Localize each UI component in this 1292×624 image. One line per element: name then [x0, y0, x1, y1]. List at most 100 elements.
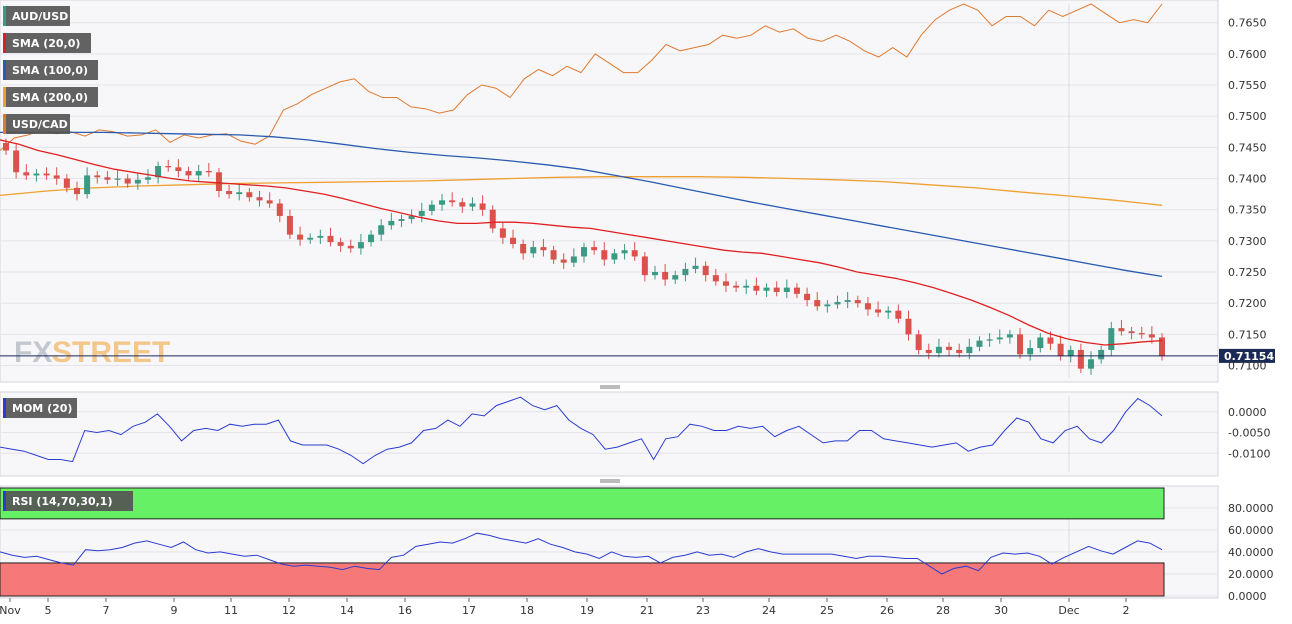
candle-body — [134, 179, 141, 184]
price-y-tick: 0.7150 — [1228, 328, 1267, 341]
candle-body — [986, 339, 993, 341]
candle-body — [743, 285, 750, 288]
svg-text:STREET: STREET — [52, 336, 170, 369]
candle-body — [175, 167, 182, 172]
usdcad-overlay-line — [0, 3, 1163, 151]
rsi-y-tick: 80.0000 — [1228, 502, 1274, 515]
momentum-panel-resize-handle[interactable] — [600, 479, 620, 483]
rsi-path — [0, 532, 1163, 575]
candle-body — [1138, 333, 1145, 335]
x-tick-label: 9 — [171, 604, 178, 617]
legend-item[interactable]: SMA (100,0) — [3, 60, 98, 80]
candle-body — [43, 173, 50, 176]
candle-body — [33, 173, 40, 176]
x-tick-label: Nov — [0, 604, 21, 617]
candle-body — [469, 203, 476, 207]
price-y-tick: 0.7550 — [1228, 79, 1267, 92]
price-panel-resize-handle[interactable] — [600, 385, 620, 389]
candle-body — [581, 247, 587, 257]
candle-body — [3, 143, 9, 151]
usdcad-path — [0, 3, 1163, 151]
candle-body — [84, 175, 91, 195]
candle-body — [398, 219, 405, 221]
candle-body — [651, 272, 658, 276]
candle-body — [966, 346, 973, 354]
candle-body — [885, 310, 892, 313]
candle-body — [591, 247, 598, 251]
candle-body — [489, 209, 496, 229]
legend-color-swatch — [3, 6, 6, 26]
candle-body — [672, 275, 679, 280]
price-y-axis: 0.7650 0.7600 0.7550 0.7500 0.7450 0.7400 0.73… — [1228, 17, 1267, 373]
x-tick-label: 30 — [994, 604, 1008, 617]
legend-bg — [3, 114, 70, 134]
candle-body — [1128, 331, 1135, 334]
candle-body — [530, 247, 537, 254]
candle-body — [428, 204, 435, 211]
legend-item[interactable]: USD/CAD — [3, 114, 70, 134]
candle-body — [1077, 349, 1084, 369]
candle-body — [155, 166, 162, 178]
candle-body — [702, 265, 709, 276]
candle-body — [1027, 348, 1034, 355]
candle-body — [266, 200, 273, 204]
candle-body — [824, 304, 831, 307]
candle-body — [1057, 343, 1064, 357]
last-price-label: 0.711545 — [1219, 348, 1282, 363]
price-y-tick: 0.7350 — [1228, 204, 1267, 217]
candle-body — [570, 256, 577, 263]
candle-body — [783, 287, 790, 292]
candle-body — [236, 192, 243, 195]
fxstreet-logo: FX STREET — [14, 336, 170, 369]
candle-body — [763, 287, 770, 291]
legend-bg — [3, 398, 77, 418]
candle-body — [915, 334, 922, 350]
legend-label: AUD/USD — [12, 10, 68, 23]
candle-body — [63, 178, 70, 188]
svg-text:FX: FX — [14, 336, 52, 369]
rsi-line — [0, 532, 1163, 575]
candle-body — [205, 171, 212, 173]
legend-color-swatch — [3, 398, 6, 418]
candle-body — [388, 220, 395, 226]
x-tick-label: 7 — [103, 604, 110, 617]
rsi-y-tick: 20.0000 — [1228, 568, 1274, 581]
candle-body — [793, 287, 800, 294]
candle-body — [104, 177, 111, 180]
x-tick-label: 28 — [936, 604, 950, 617]
candle-body — [449, 200, 456, 203]
candle-body — [327, 235, 334, 243]
candle-body — [256, 197, 263, 201]
price-y-tick: 0.7400 — [1228, 173, 1267, 186]
legend-label: SMA (200,0) — [12, 91, 88, 104]
candle-body — [1118, 328, 1125, 332]
price-y-tick: 0.7200 — [1228, 297, 1267, 310]
candle-body — [550, 250, 557, 260]
legend-label: RSI (14,70,30,1) — [12, 495, 112, 508]
candle-body — [1006, 334, 1013, 338]
candle-body — [1067, 349, 1074, 357]
candle-body — [1108, 328, 1115, 350]
legend-item[interactable]: SMA (20,0) — [3, 33, 91, 53]
candle-body — [976, 340, 983, 347]
candle-body — [510, 237, 517, 244]
candle-body — [23, 172, 30, 176]
legend-item[interactable]: RSI (14,70,30,1) — [3, 491, 133, 511]
legend-item[interactable]: SMA (200,0) — [3, 87, 98, 107]
candle-body — [53, 175, 60, 179]
legend-color-swatch — [3, 87, 6, 107]
candle-body — [297, 234, 304, 240]
candle-body — [520, 243, 527, 254]
price-y-tick: 0.7500 — [1228, 110, 1267, 123]
candle-body — [418, 210, 425, 216]
legend-item[interactable]: AUD/USD — [3, 6, 70, 26]
sma20-line — [0, 139, 1163, 346]
candle-body — [621, 250, 628, 254]
legend-item[interactable]: MOM (20) — [3, 398, 77, 418]
candle-body — [13, 150, 20, 173]
x-tick-label: 23 — [696, 604, 710, 617]
candle-body — [1047, 337, 1054, 344]
x-tick-label: 18 — [520, 604, 534, 617]
candle-body — [408, 215, 415, 220]
